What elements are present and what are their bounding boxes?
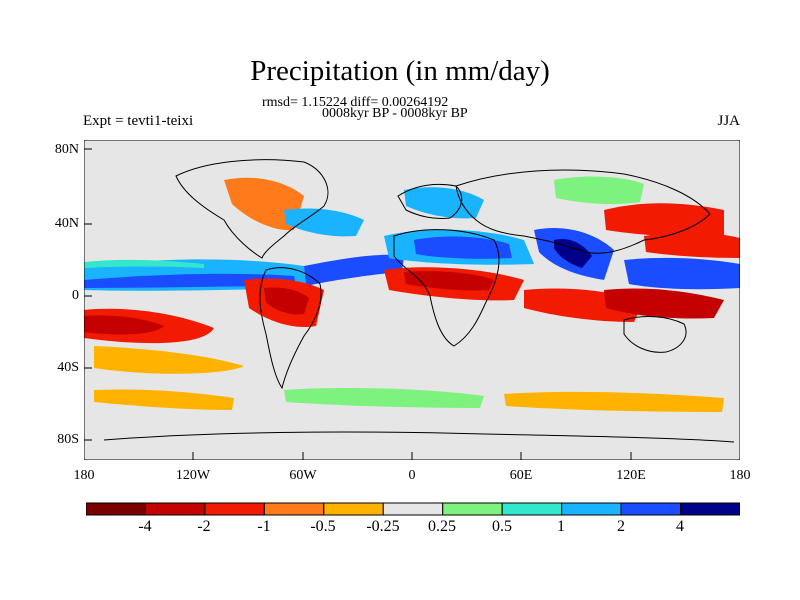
anomaly-patch [504, 391, 724, 412]
colorbar-box [442, 502, 503, 516]
coastline [623, 316, 687, 353]
anomaly-patch [94, 389, 234, 410]
coastline [175, 159, 329, 259]
colorbar-label: -0.25 [366, 518, 400, 535]
season-label: JJA [717, 113, 740, 129]
lon-label: 0 [408, 468, 416, 483]
colorbar-label: 0.5 [492, 518, 512, 535]
colorbar-box [561, 502, 622, 516]
lon-label: 120W [175, 468, 211, 483]
anomaly-patch [404, 187, 484, 219]
anomaly-patch [284, 388, 484, 408]
anomaly-patch [94, 346, 244, 374]
precipitation-map [84, 140, 740, 460]
anomaly-patch [404, 271, 494, 291]
anomaly-patch [604, 203, 724, 237]
colorbar-label: 1 [557, 518, 565, 535]
anomaly-patch [644, 232, 740, 258]
colorbar-box [501, 502, 563, 516]
lon-label: 180 [73, 468, 95, 483]
lat-label: 40N [54, 216, 79, 231]
anomaly-patch [284, 208, 364, 237]
chart-title: Precipitation (in mm/day) [250, 55, 550, 87]
anomaly-patch [304, 254, 404, 286]
colorbar-box [620, 502, 682, 516]
coastline [397, 183, 463, 219]
colorbar-box [680, 502, 740, 516]
anomaly-patch [84, 315, 164, 335]
colorbar-label: -1 [257, 518, 271, 535]
lon-label: 60E [509, 468, 533, 483]
colorbar-box [323, 502, 384, 516]
lon-label: 120E [616, 468, 646, 483]
lat-label: 80S [57, 432, 79, 447]
lon-label: 180 [729, 468, 751, 483]
period-line: 0008kyr BP - 0008kyr BP [322, 106, 468, 121]
lat-label: 40S [57, 360, 79, 375]
axis-ticks [84, 140, 740, 460]
anomaly-patch [224, 177, 304, 231]
colorbar-box [204, 502, 265, 516]
lat-label: 80N [54, 142, 79, 157]
colorbar-label: 4 [676, 518, 684, 535]
coastline [393, 229, 500, 347]
experiment-label: Expt = tevti1-teixi [83, 113, 194, 129]
coastline [259, 267, 322, 390]
colorbar-box [263, 502, 325, 516]
colorbar-box [86, 502, 146, 516]
coastlines [103, 159, 735, 443]
colorbar [86, 502, 740, 516]
colorbar-label: -0.5 [310, 518, 336, 535]
colorbar-label: 0.25 [428, 518, 456, 535]
anomaly-patch [414, 236, 512, 259]
anomaly-patch [554, 238, 592, 268]
stats-line: rmsd= 1.15224 diff= 0.00264192 [262, 95, 449, 110]
anomaly-patch [84, 273, 296, 288]
coastline [455, 169, 711, 254]
colorbar-box [144, 502, 206, 516]
anomaly-patch [624, 257, 740, 290]
lon-label: 60W [289, 468, 317, 483]
colorbar-label: -2 [197, 518, 211, 535]
colorbar-box [382, 502, 444, 516]
anomaly-patch [554, 176, 644, 205]
colorbar-label: -4 [138, 518, 152, 535]
anomaly-patches [84, 176, 740, 412]
lat-label: 0 [72, 288, 79, 303]
coastline [103, 431, 735, 443]
anomaly-patch [604, 288, 724, 319]
anomaly-patch [84, 259, 204, 268]
anomaly-patch [264, 287, 309, 315]
colorbar-label: 2 [617, 518, 625, 535]
